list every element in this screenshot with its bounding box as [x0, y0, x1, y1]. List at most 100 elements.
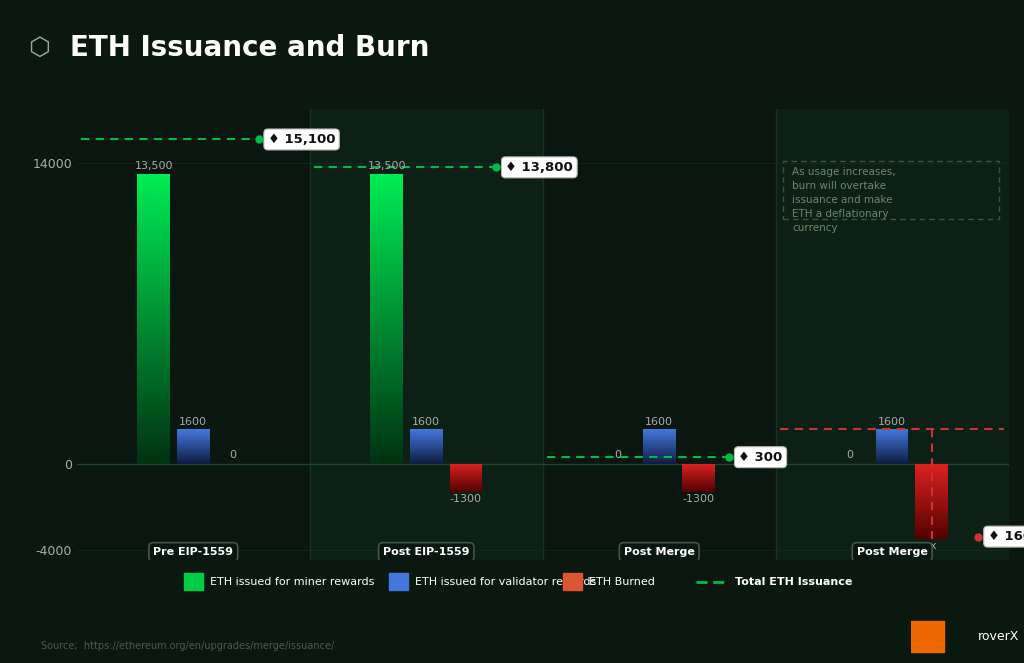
Text: ((ideal case)): ((ideal case)): [860, 560, 925, 570]
Bar: [371, 438, 403, 442]
Bar: [915, 492, 948, 493]
Bar: [371, 206, 403, 210]
Bar: [371, 413, 403, 416]
Text: ETH issued for validator rewards: ETH issued for validator rewards: [415, 577, 596, 587]
Bar: [915, 463, 948, 465]
Bar: [371, 449, 403, 453]
Bar: [371, 308, 403, 312]
Bar: [371, 384, 403, 388]
Bar: [915, 510, 948, 511]
Bar: [137, 312, 170, 315]
Bar: [137, 290, 170, 293]
Bar: [137, 391, 170, 394]
Bar: [137, 293, 170, 297]
Bar: [137, 174, 170, 178]
Bar: [371, 435, 403, 438]
Bar: [371, 381, 403, 384]
Bar: [137, 181, 170, 185]
Bar: [371, 402, 403, 406]
Bar: [371, 181, 403, 185]
Bar: [371, 243, 403, 246]
Bar: [915, 471, 948, 472]
Text: -1300: -1300: [683, 494, 715, 504]
Bar: [915, 526, 948, 528]
Bar: [137, 308, 170, 312]
Bar: [137, 297, 170, 300]
Bar: [137, 213, 170, 217]
Bar: [371, 225, 403, 228]
Text: 0: 0: [847, 450, 854, 460]
Text: ♦ 13,800: ♦ 13,800: [506, 161, 573, 174]
Bar: [371, 235, 403, 239]
Bar: [371, 388, 403, 391]
Bar: [915, 537, 948, 538]
Bar: [137, 366, 170, 369]
Bar: [915, 517, 948, 518]
Bar: [371, 257, 403, 261]
Bar: [371, 460, 403, 463]
Bar: [137, 388, 170, 391]
Bar: [371, 217, 403, 221]
Bar: [371, 250, 403, 253]
Text: ♦ 15,100: ♦ 15,100: [268, 133, 335, 146]
Bar: [137, 286, 170, 290]
Bar: [137, 431, 170, 435]
Bar: [915, 534, 948, 535]
Bar: [371, 446, 403, 449]
Bar: [371, 366, 403, 369]
Bar: [915, 530, 948, 531]
Bar: [371, 246, 403, 250]
Bar: [911, 621, 944, 652]
Bar: [371, 428, 403, 431]
Text: Post Merge: Post Merge: [857, 547, 928, 557]
Bar: [371, 188, 403, 192]
Bar: [371, 377, 403, 381]
Text: 1600: 1600: [879, 417, 906, 427]
Bar: [137, 178, 170, 181]
Bar: [137, 257, 170, 261]
Bar: [137, 261, 170, 265]
Bar: [915, 515, 948, 516]
Text: ⬡: ⬡: [28, 36, 50, 60]
Bar: [137, 225, 170, 228]
Bar: [137, 330, 170, 333]
Text: 13,500: 13,500: [134, 161, 173, 171]
Bar: [371, 297, 403, 300]
Bar: [915, 491, 948, 492]
Bar: [137, 416, 170, 420]
Bar: [137, 265, 170, 268]
Bar: [137, 442, 170, 446]
Bar: [563, 573, 582, 590]
Bar: [371, 253, 403, 257]
Bar: [371, 185, 403, 188]
Bar: [915, 486, 948, 487]
Bar: [137, 192, 170, 196]
Bar: [371, 373, 403, 377]
Bar: [915, 505, 948, 506]
Bar: [389, 573, 408, 590]
Bar: [137, 206, 170, 210]
Bar: [915, 538, 948, 539]
Bar: [371, 453, 403, 456]
Bar: [915, 488, 948, 489]
Bar: [371, 420, 403, 424]
Bar: [915, 489, 948, 490]
Text: 13,500: 13,500: [368, 161, 406, 171]
Bar: [371, 265, 403, 268]
Bar: [915, 522, 948, 523]
Text: 0: 0: [229, 450, 237, 460]
Text: 1600: 1600: [413, 417, 440, 427]
Bar: [137, 210, 170, 213]
Bar: [137, 217, 170, 221]
Text: ♦ 1600-x: ♦ 1600-x: [988, 530, 1024, 543]
Bar: [137, 319, 170, 322]
Bar: [371, 416, 403, 420]
Bar: [915, 516, 948, 517]
Bar: [137, 300, 170, 304]
Bar: [137, 243, 170, 246]
Bar: [137, 355, 170, 359]
Bar: [137, 221, 170, 225]
Bar: [915, 508, 948, 509]
Bar: [137, 315, 170, 319]
Bar: [137, 435, 170, 438]
